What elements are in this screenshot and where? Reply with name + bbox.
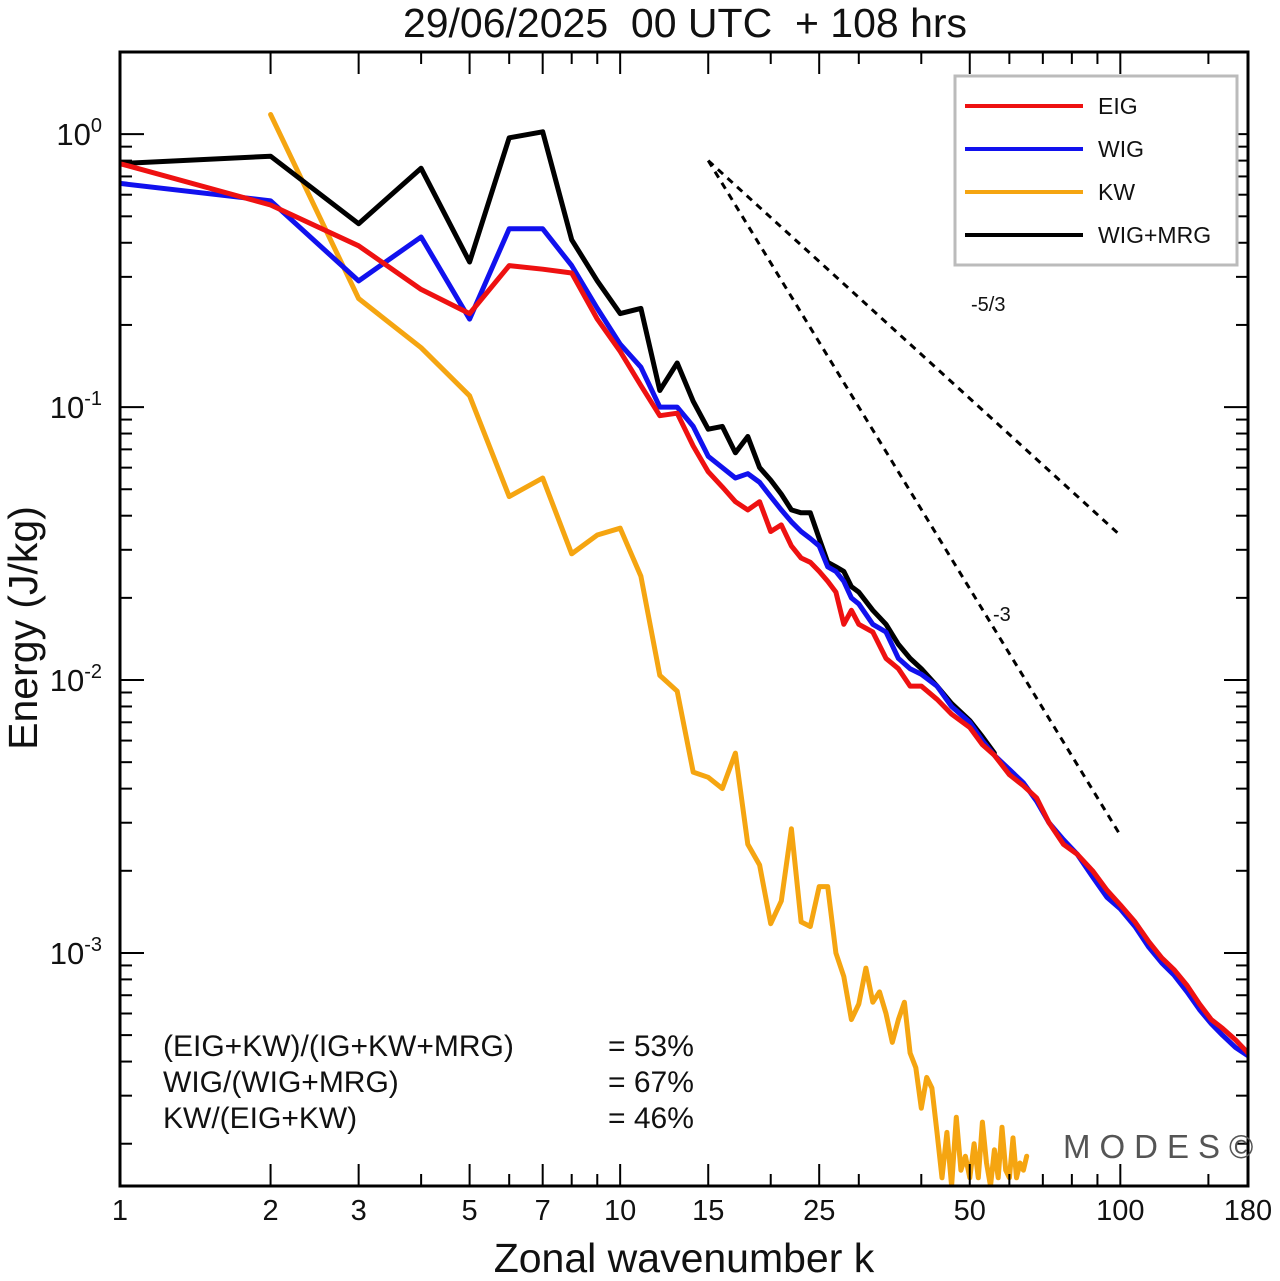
legend-label: KW [1098, 179, 1135, 205]
y-tick-label: 10-3 [50, 934, 102, 971]
ratio-annotations: (EIG+KW)/(IG+KW+MRG) = 53% WIG/(WIG+MRG) = … [163, 1030, 694, 1135]
slope-label: -3 [993, 604, 1011, 626]
x-tick-label: 50 [954, 1195, 986, 1227]
legend-label: WIG [1098, 136, 1144, 162]
x-tick-label: 7 [535, 1195, 551, 1227]
y-axis-label: Energy (J/kg) [0, 506, 46, 750]
series-line-wig-mrg [120, 129, 997, 756]
plot-area: -5/3 -3 [120, 112, 1248, 1186]
ratio-name: KW/(EIG+KW) [163, 1102, 357, 1135]
legend-label: WIG+MRG [1098, 222, 1211, 248]
legend: EIG WIG KW WIG+MRG [953, 74, 1239, 267]
ratio-value: = 53% [608, 1030, 694, 1063]
x-tick-label: 3 [351, 1195, 367, 1227]
ratio-value: = 67% [608, 1066, 694, 1099]
x-tick-label: 10 [604, 1195, 636, 1227]
legend-label: EIG [1098, 93, 1138, 119]
x-axis-label: Zonal wavenumber k [494, 1235, 875, 1281]
reference-line--5/3 [707, 159, 1122, 537]
modes-watermark: MODES© [1063, 1128, 1262, 1165]
x-axis: 1 2 3 5 7 10 15 25 50 100 180 [112, 52, 1272, 1227]
series-line-kw [268, 112, 1030, 1186]
y-axis: 100 10-1 10-2 10-3 [50, 51, 1248, 1145]
ratio-name: WIG/(WIG+MRG) [163, 1066, 399, 1099]
y-tick-label: 10-2 [50, 661, 102, 698]
series-line-eig [120, 161, 1248, 1056]
x-tick-label: 15 [692, 1195, 724, 1227]
plot-frame [118, 50, 1250, 1188]
x-tick-label: 25 [803, 1195, 835, 1227]
x-tick-label: 2 [262, 1195, 278, 1227]
slope-label: -5/3 [971, 294, 1005, 316]
x-tick-label: 5 [462, 1195, 478, 1227]
chart-title: 29/06/2025 00 UTC + 108 hrs [403, 0, 967, 46]
x-tick-label: 1 [112, 1195, 128, 1227]
x-tick-label: 180 [1224, 1195, 1272, 1227]
y-tick-label: 10-1 [50, 388, 102, 425]
series-line-wig [120, 180, 1248, 1059]
reference-line--3 [706, 159, 1122, 837]
ratio-value: = 46% [608, 1102, 694, 1135]
ratio-name: (EIG+KW)/(IG+KW+MRG) [163, 1030, 514, 1063]
x-tick-label: 100 [1096, 1195, 1144, 1227]
y-tick-label: 100 [56, 115, 102, 152]
